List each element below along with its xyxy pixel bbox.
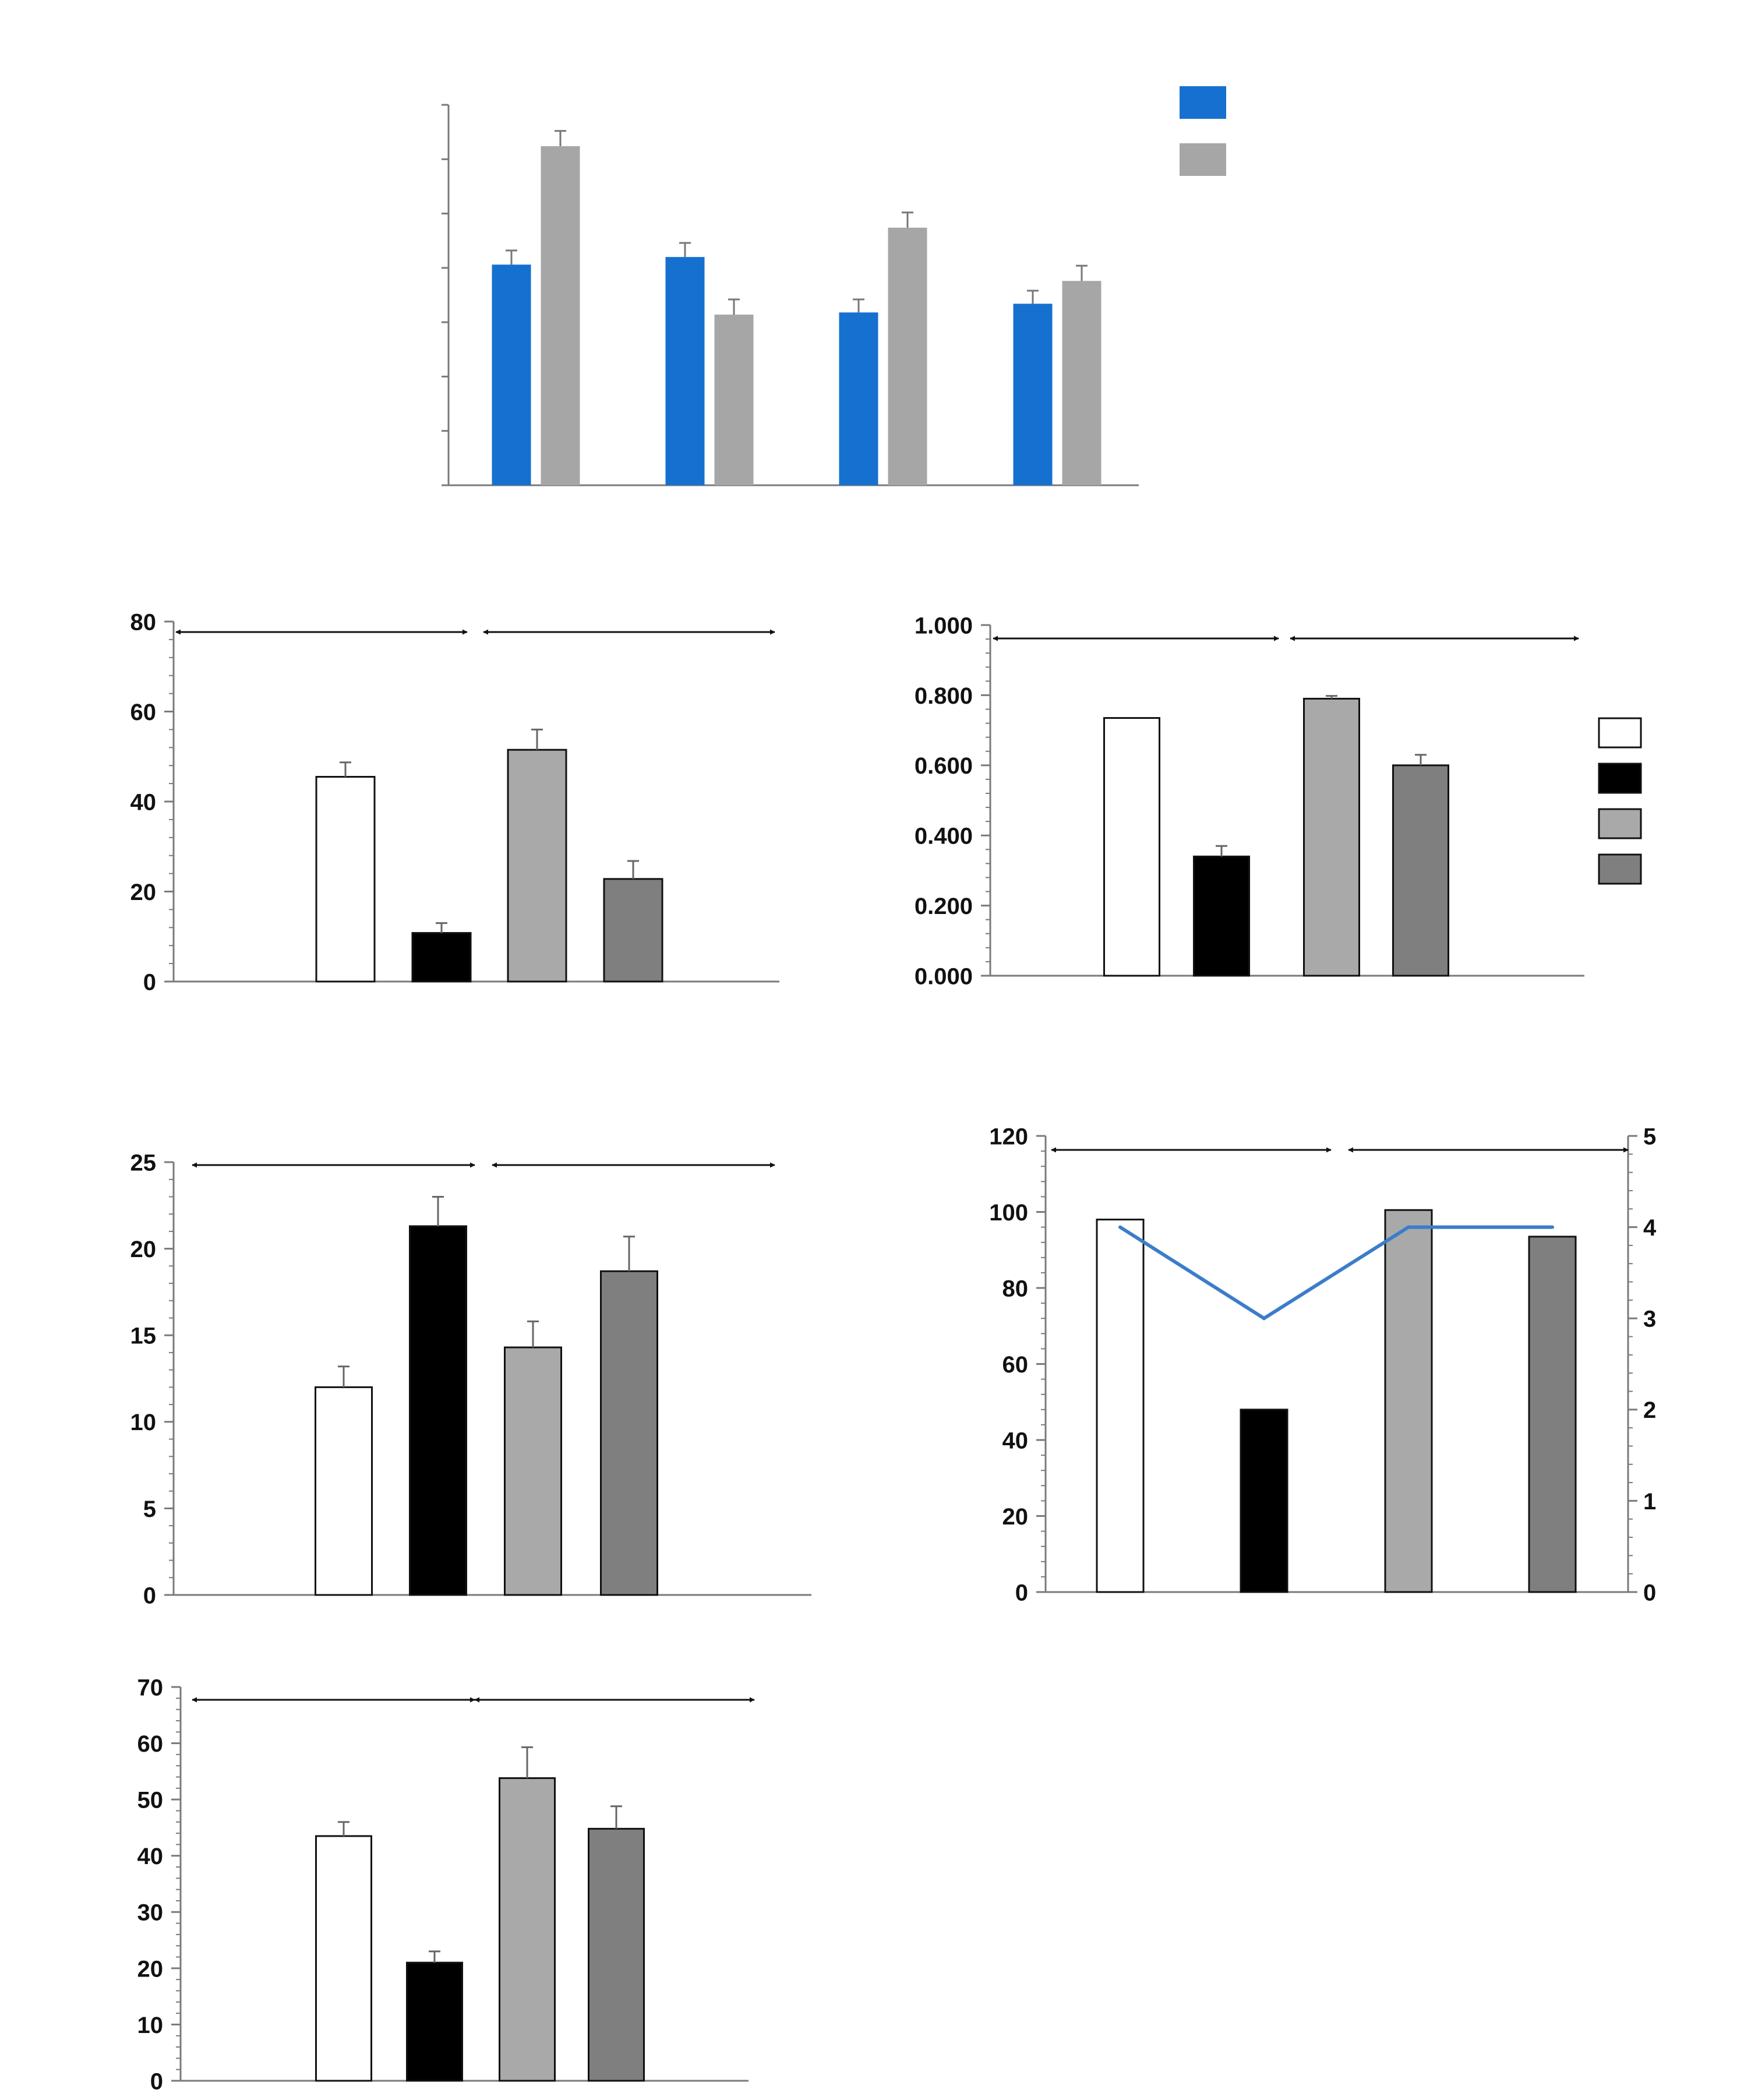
bar-cpz — [409, 1225, 467, 1596]
line-point-cur — [1407, 1225, 1410, 1229]
chart-c-tick-label-left-5: 25 — [130, 1150, 157, 1176]
bar-cur — [507, 749, 567, 983]
bar-cpz — [411, 932, 472, 983]
chart-b1-tick-label-left-3: 60 — [130, 700, 157, 725]
chart-d-tick-label-left-3: 30 — [137, 1900, 164, 1926]
line-series-score — [1119, 1225, 1552, 1321]
chart-b2-tick-label-left-5: 1.000 — [915, 613, 973, 638]
bar-ctr — [315, 776, 376, 983]
bar-ctr — [315, 1835, 372, 2082]
legend-swatch-sr — [1598, 853, 1642, 885]
chart-b2-tick-label-left-0: 0.000 — [915, 963, 973, 989]
bar-ctr — [1096, 1219, 1145, 1593]
bar-sr — [600, 1270, 658, 1596]
legend-swatch-initial-weight — [1180, 86, 1226, 119]
chart-e-tick-label-right-1: 1 — [1643, 1489, 1656, 1515]
bar-cur — [1384, 1209, 1433, 1593]
chart-e-tick-label-right-4: 4 — [1643, 1215, 1657, 1241]
chart-e-tick-label-left-1: 20 — [1002, 1504, 1029, 1530]
chart-c-tick-label-left-1: 5 — [143, 1497, 156, 1522]
bar-sr — [1528, 1236, 1577, 1593]
chart-e-tick-label-right-3: 3 — [1643, 1307, 1656, 1332]
bar-initial-weight-ctr — [492, 264, 531, 485]
chart-e-tick-label-left-4: 80 — [1002, 1276, 1029, 1301]
bar-final-weight-sr — [1062, 281, 1102, 485]
bar-cur — [1303, 697, 1360, 977]
bar-initial-weight-sr — [1013, 303, 1053, 485]
bar-cpz — [406, 1961, 463, 2082]
chart-a — [442, 86, 1226, 486]
bar-ctr — [1103, 717, 1160, 977]
bar-cpz — [1193, 855, 1250, 977]
bar-cpz — [1240, 1409, 1288, 1593]
chart-c: 0 5 10 15 20 25 — [130, 1150, 811, 1608]
legend-swatch-cpz — [1598, 763, 1642, 794]
chart-e-tick-label-left-0: 0 — [1015, 1580, 1028, 1605]
chart-b1-tick-label-left-4: 80 — [130, 609, 157, 635]
chart-b1-tick-label-left-2: 40 — [130, 789, 157, 815]
bar-cur — [499, 1777, 556, 2082]
legend-swatch-final-weight — [1180, 143, 1226, 176]
chart-e-tick-label-left-5: 100 — [989, 1200, 1028, 1226]
legend-swatch-ctr — [1598, 717, 1642, 749]
bar-initial-weight-cpz — [665, 257, 705, 485]
bar-final-weight-cur — [888, 227, 927, 485]
chart-c-tick-label-left-3: 15 — [130, 1323, 157, 1349]
line-point-sr — [1551, 1225, 1554, 1229]
bar-ctr — [315, 1386, 373, 1596]
chart-d-tick-label-left-2: 20 — [137, 1956, 164, 1982]
chart-c-tick-label-left-0: 0 — [143, 1583, 156, 1608]
chart-d-tick-label-left-5: 50 — [137, 1788, 164, 1813]
chart-c-tick-label-left-4: 20 — [130, 1237, 157, 1262]
chart-b1-tick-label-left-1: 20 — [130, 880, 157, 905]
chart-e-tick-label-left-6: 120 — [989, 1124, 1028, 1149]
line-point-cpz — [1262, 1317, 1266, 1321]
chart-b2-tick-label-left-1: 0.200 — [915, 894, 973, 919]
chart-e: 0 20 40 60 80 100 120 0 1 2 3 4 5 — [989, 1124, 1657, 1605]
chart-e-tick-label-right-0: 0 — [1643, 1580, 1656, 1605]
chart-b2: 0.000 0.200 0.400 0.600 0.800 1.000 — [915, 613, 1642, 989]
chart-d-tick-label-left-6: 60 — [137, 1731, 164, 1757]
chart-b1-tick-label-left-0: 0 — [143, 969, 156, 995]
chart-d: 0 10 20 30 40 50 60 70 — [137, 1675, 755, 2094]
bar-initial-weight-cur — [839, 312, 878, 485]
chart-e-tick-label-left-2: 40 — [1002, 1428, 1029, 1453]
chart-e-tick-label-right-2: 2 — [1643, 1397, 1656, 1423]
chart-b2-tick-label-left-4: 0.800 — [915, 683, 973, 709]
chart-d-tick-label-left-7: 70 — [137, 1675, 164, 1700]
bar-sr — [603, 878, 663, 983]
bar-sr — [588, 1827, 645, 2082]
chart-b2-tick-label-left-2: 0.400 — [915, 824, 973, 849]
chart-e-tick-label-left-3: 60 — [1002, 1352, 1029, 1378]
bar-sr — [1392, 764, 1449, 977]
legend-swatch-cur — [1598, 808, 1642, 839]
chart-d-tick-label-left-1: 10 — [137, 2013, 164, 2038]
bar-final-weight-ctr — [541, 146, 580, 485]
chart-b1: 0 20 40 60 80 — [130, 609, 779, 995]
chart-e-tick-label-right-5: 5 — [1643, 1124, 1656, 1149]
chart-c-tick-label-left-2: 10 — [130, 1410, 157, 1435]
line-point-ctr — [1118, 1225, 1122, 1229]
chart-d-tick-label-left-4: 40 — [137, 1844, 164, 1869]
bar-final-weight-cpz — [714, 315, 754, 485]
bar-cur — [504, 1346, 562, 1596]
chart-b2-tick-label-left-3: 0.600 — [915, 753, 973, 779]
chart-d-tick-label-left-0: 0 — [150, 2069, 163, 2094]
